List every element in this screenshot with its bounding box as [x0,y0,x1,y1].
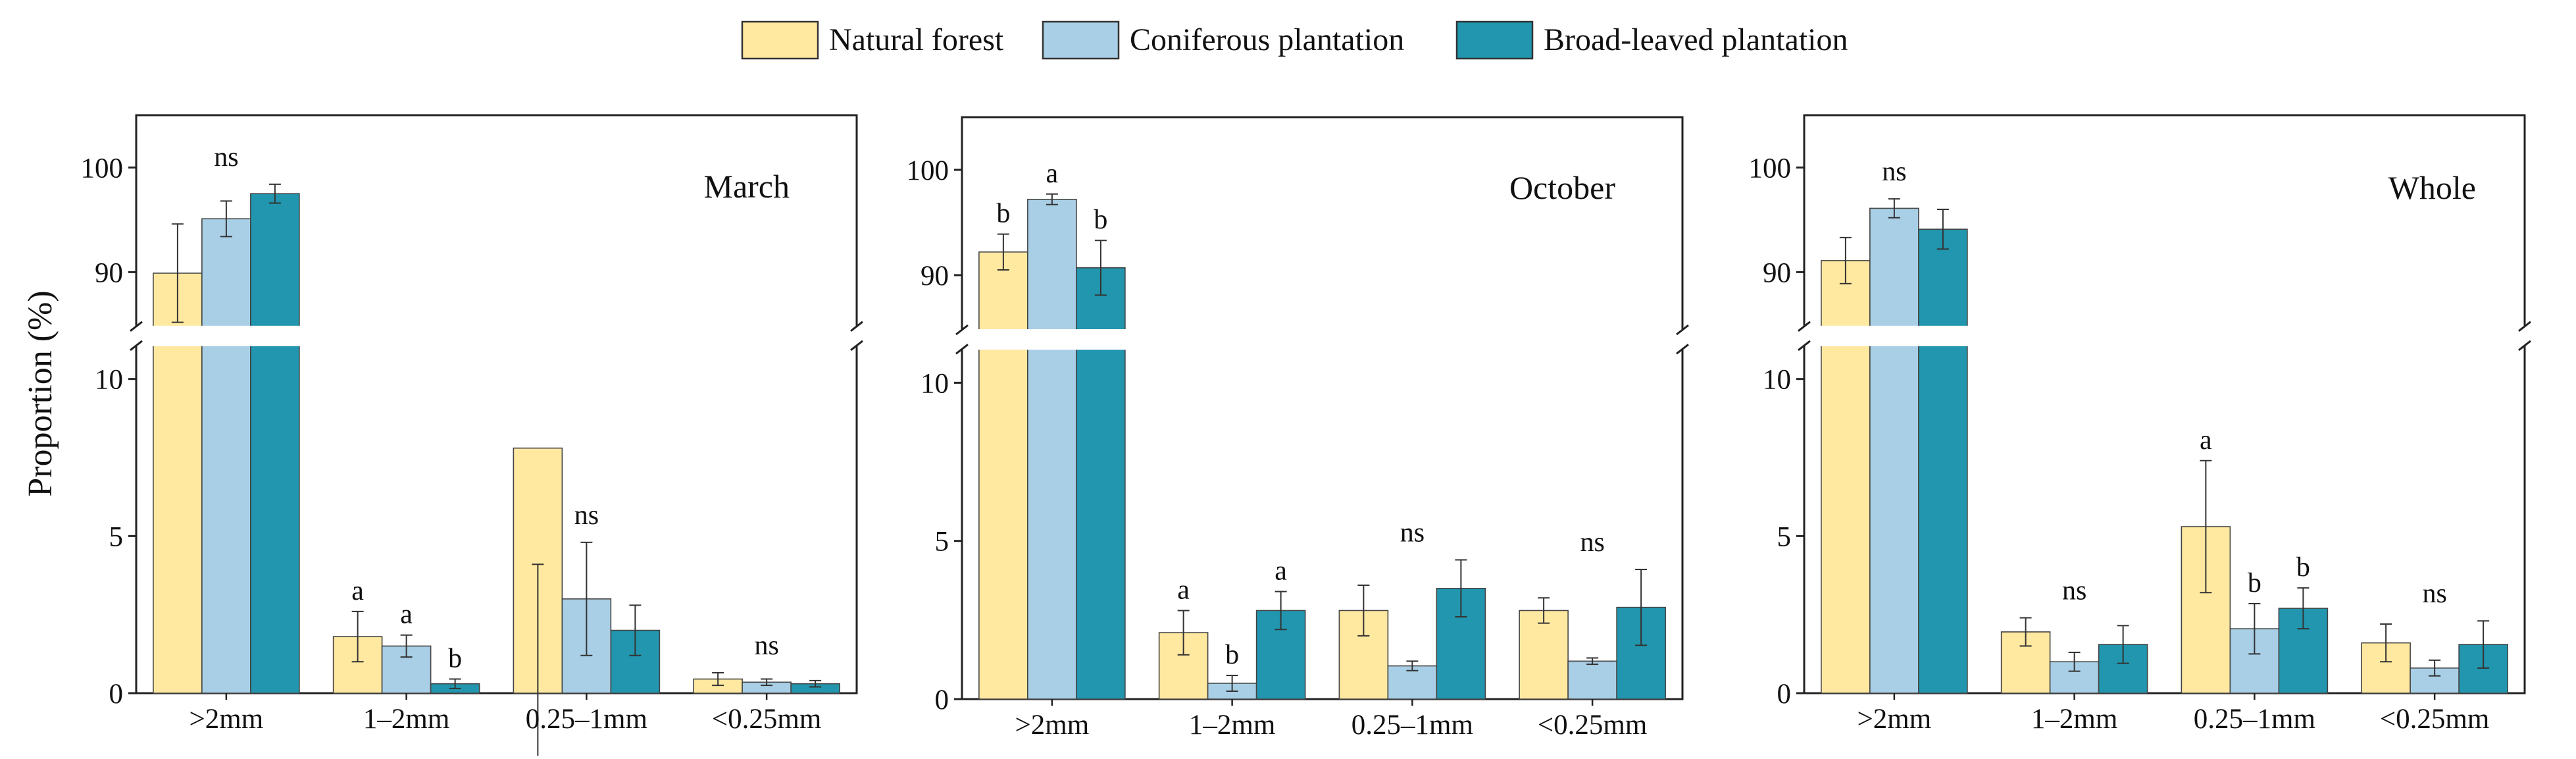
october-sig-label-1-2: a [1275,556,1287,587]
march-ytick-label-5: 5 [109,521,124,552]
october-break-mark-lower-1 [1676,344,1689,355]
october-bar-natural-forest-0 [978,251,1028,700]
march-sig-label-1-0: a [351,576,364,606]
march-ytick-label-90: 90 [95,257,123,288]
march-axis-break-gap [134,325,859,346]
march-frame [135,114,858,694]
whole-sig-label-3: ns [2422,579,2446,609]
whole-x-label-0: >2mm [1857,704,1932,735]
october-sig-label-1-1: b [1225,640,1239,670]
whole-break-mark-upper-0 [1798,321,1811,332]
whole-axis-break-gap [1802,325,2527,346]
march-sig-label-3: ns [754,631,778,661]
october-bar-coniferous-plantation-0 [1027,199,1077,700]
october-sig-label-0-0: b [996,199,1010,229]
whole-sig-label-1: ns [2062,575,2086,606]
march-ytick-label-10: 10 [95,365,123,396]
october-ytick-label-0: 0 [935,685,949,716]
whole-bar-coniferous-plantation-0 [1869,207,1919,694]
march-sig-label-1-2: b [448,644,462,674]
march-x-label-0: >2mm [189,704,264,735]
march-sig-label-2: ns [574,500,599,531]
y-axis-title: Proportion (%) [22,290,59,496]
october-sig-label-0-1: a [1046,159,1059,189]
october-sig-label-0-2: b [1094,205,1107,235]
october-frame [961,116,1684,700]
march-break-mark-upper-1 [850,321,863,332]
march-sig-label-0: ns [214,142,238,172]
october-x-label-1: 1–2mm [1189,710,1275,741]
whole-bar-coniferous-plantation-3 [2410,667,2460,694]
march-break-mark-upper-0 [130,321,143,332]
october-x-label-0: >2mm [1015,710,1090,741]
whole-ytick-label-10: 10 [1763,365,1791,396]
whole-ytick-label-100: 100 [1749,153,1792,184]
october-ytick-label-90: 90 [921,261,949,292]
october-panel-title: October [1509,169,1615,206]
october-ytick-label-5: 5 [935,527,949,558]
whole-break-mark-lower-0 [1798,340,1811,352]
whole-panel-title: Whole [2388,169,2476,206]
whole-sig-label-2-1: b [2248,568,2261,598]
whole-frame [1803,114,2526,694]
october-bar-coniferous-plantation-2 [1387,665,1438,700]
october-ytick-label-10: 10 [921,368,949,399]
october-break-mark-lower-0 [955,344,969,355]
october-break-mark-upper-1 [1676,324,1689,336]
whole-break-mark-lower-1 [2518,340,2531,352]
whole-sig-label-0: ns [1882,157,1906,187]
legend-swatch-natural-forest [741,20,819,60]
march-bar-coniferous-plantation-0 [201,218,251,694]
march-break-mark-lower-0 [130,340,143,352]
march-break-mark-lower-1 [850,340,863,352]
whole-break-mark-upper-1 [2518,321,2531,332]
whole-x-label-1: 1–2mm [2031,704,2117,735]
october-sig-label-1-0: a [1177,575,1190,605]
whole-ytick-label-90: 90 [1763,257,1791,288]
legend-swatch-broad-leaved-plantation [1455,20,1534,60]
whole-ytick-label-5: 5 [1777,521,1792,552]
march-bar-broad-leaved-plantation-0 [250,193,300,694]
october-bar-coniferous-plantation-3 [1567,660,1617,700]
october-ytick-label-100: 100 [907,155,949,186]
whole-sig-label-2-2: b [2296,552,2310,583]
march-x-label-3: <0.25mm [712,704,821,735]
march-x-label-1: 1–2mm [363,704,449,735]
march-x-label-2: 0.25–1mm [526,704,647,735]
october-sig-label-3: ns [1580,527,1604,558]
march-ytick-label-100: 100 [81,153,124,184]
october-break-mark-upper-0 [955,324,969,336]
legend-label-coniferous-plantation: Coniferous plantation [1130,22,1404,57]
march-ytick-label-0: 0 [109,679,124,710]
march-panel-title: March [704,168,790,205]
whole-sig-label-2-0: a [2200,425,2212,456]
whole-bar-broad-leaved-plantation-0 [1918,228,1968,694]
march-sig-label-1-1: a [400,600,413,630]
legend-label-natural-forest: Natural forest [829,22,1004,57]
october-sig-label-2: ns [1400,518,1425,548]
whole-x-label-3: <0.25mm [2380,704,2489,735]
whole-x-label-2: 0.25–1mm [2194,704,2315,735]
october-bar-natural-forest-3 [1519,610,1569,700]
whole-bar-natural-forest-0 [1821,260,1871,694]
whole-ytick-label-0: 0 [1777,679,1792,710]
october-x-label-3: <0.25mm [1538,710,1647,741]
october-axis-break-gap [959,329,1685,350]
legend-label-broad-leaved-plantation: Broad-leaved plantation [1544,22,1848,57]
october-x-label-2: 0.25–1mm [1351,710,1473,741]
legend-swatch-coniferous-plantation [1042,20,1120,60]
